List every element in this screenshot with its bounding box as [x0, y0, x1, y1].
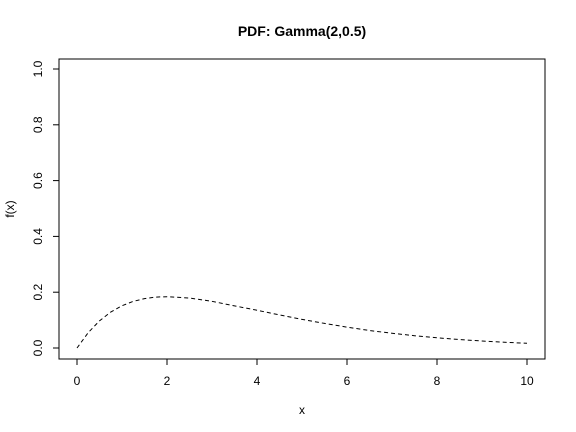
y-tick-label: 0.2 [31, 284, 45, 301]
x-axis: 0 2 4 6 8 10 [74, 358, 534, 388]
plot-area-box [58, 58, 546, 360]
y-tick-label: 0.4 [31, 228, 45, 245]
x-tick-label: 8 [434, 374, 441, 388]
y-tick-label: 0.0 [31, 339, 45, 356]
x-tick-label: 4 [254, 374, 261, 388]
density-curve [76, 296, 528, 349]
x-axis-label: x [299, 403, 305, 417]
y-tick-label: 0.6 [31, 172, 45, 189]
x-tick-label: 6 [344, 374, 351, 388]
x-tick-label: 0 [74, 374, 81, 388]
y-axis: 0.0 0.2 0.4 0.6 0.8 1.0 [31, 60, 60, 356]
x-tick-label: 10 [520, 374, 534, 388]
y-tick-label: 1.0 [31, 60, 45, 77]
y-tick-label: 0.8 [31, 116, 45, 133]
x-tick-label: 2 [164, 374, 171, 388]
chart-title: PDF: Gamma(2,0.5) [238, 23, 366, 39]
y-axis-label: f(x) [3, 200, 17, 217]
